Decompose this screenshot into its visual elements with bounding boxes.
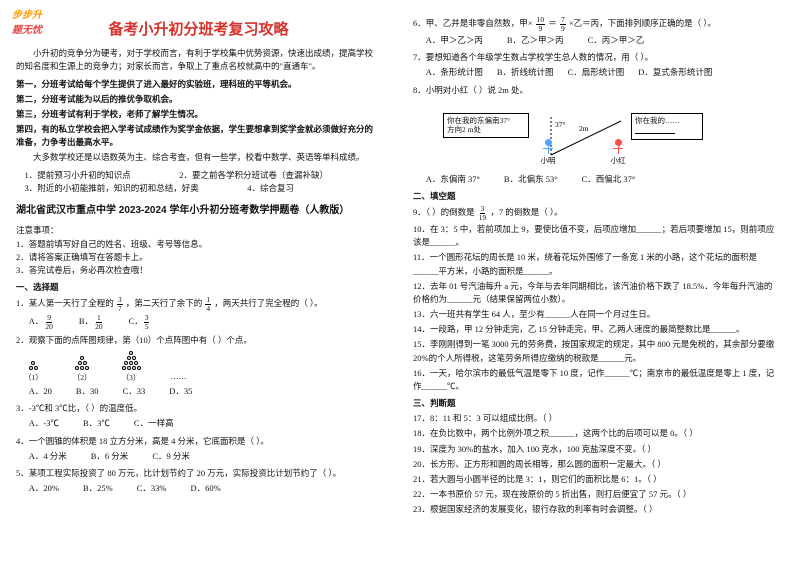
q8: 8．小明对小红（ ）说 2m 处。 bbox=[413, 84, 778, 97]
q9: 9．（ ）的倒数是 319 ，7 的倒数是（ ）。 bbox=[413, 205, 778, 221]
intro-b4: 第四，有的私立学校会把入学考试成绩作为奖学金依据，学生要想拿到奖学金就必须做好充… bbox=[16, 123, 381, 149]
q3-opts: A．-3℃B．3℃C．一样高 bbox=[29, 417, 381, 430]
q7: 7．要想知道各个年级学生数占学校学生总人数的情况，用（ ）。 bbox=[413, 51, 778, 64]
s1: 1．提前预习小升初的知识点 bbox=[16, 169, 131, 182]
notice-block: 注意事项： 1．答题前填写好自己的姓名、班级、考号等信息。 2．请将答案正确填写… bbox=[16, 224, 381, 277]
logo-line2: 题无忧 bbox=[12, 25, 42, 36]
speech-box-right: 你在我的…… bbox=[631, 113, 703, 141]
q22: 22．一本书原价 57 元，现在按原价的 5 折出售，则打后便宜了 57 元。（… bbox=[413, 488, 778, 501]
q2-opts: A．20B．30C．33D．35 bbox=[29, 385, 381, 398]
left-column: 备考小升初分班考复习攻略 小升初的竞争分为硬考，对于学校而言，有利于学校集中优势… bbox=[0, 0, 397, 562]
q2-figs: （1） （2） （3） …… bbox=[24, 351, 381, 384]
notice-2: 2．请将答案正确填写在答题卡上。 bbox=[16, 251, 381, 264]
q8-diagram: 你在我的东偏南37°方向2 m处 你在我的…… 37° 2m 小明 小红 bbox=[443, 101, 703, 169]
s4: 4．综合复习 bbox=[239, 182, 294, 195]
q2: 2．观察下面的点阵图规律，第（10）个点阵图中有（ ）个点。 bbox=[16, 334, 381, 347]
q5: 5．某项工程实际投资了 80 万元，比计划节约了 20 万元，实际投资比计划节约… bbox=[16, 467, 381, 480]
svg-text:2m: 2m bbox=[579, 124, 589, 133]
q18: 18．在负比数中，两个比例外项之积______，这两个比的后项可以是 0。（ ） bbox=[413, 427, 778, 440]
q13: 13．六一班共有学生 64 人，至少有______人在同一个月过生日。 bbox=[413, 308, 778, 321]
q23: 23．根据国家经济的发展变化，银行存款的利率有时会调整。（ ） bbox=[413, 503, 778, 516]
q4-opts: A．4 分米B．6 分米C．9 分米 bbox=[29, 450, 381, 463]
q6-opts: A．甲＞乙＞丙B．乙＞甲＞丙C．丙＞甲＞乙 bbox=[426, 34, 778, 47]
sub-lines: 1．提前预习小升初的知识点 2．要之前各学积分班试卷（查漏补缺） 3．附近的小初… bbox=[16, 169, 381, 195]
pyr1: （1） bbox=[24, 361, 43, 384]
q12: 12．去年 01 号汽油每升 a 元，今年与去年同期相比，该汽油价格下跌了 18… bbox=[413, 280, 778, 306]
q15: 15．李刚刚得到一笔 3000 元的劳务费，按国家规定的规定，其中 800 元是… bbox=[413, 338, 778, 364]
svg-text:37°: 37° bbox=[555, 120, 566, 129]
pyr3: （3） bbox=[122, 351, 141, 384]
frac: 37 bbox=[117, 296, 123, 312]
intro-p1: 小升初的竞争分为硬考，对于学校而言，有利于学校集中优势资源，快速出成绩，提高学校… bbox=[16, 47, 381, 73]
q7-opts: A．条形统计图B．折线统计图C．扇形统计图D．复式条形统计图 bbox=[426, 66, 778, 79]
q5-opts: A．20%B．25%C．33%D．60% bbox=[29, 482, 381, 495]
q19: 19．深度为 30%的盐水，加入 100 克水，100 克盐深度不变。（ ） bbox=[413, 443, 778, 456]
q10: 10．在 3：5 中，若前项加上 9，要使比值不变，后项应增加______；若后… bbox=[413, 223, 778, 249]
q3: 3．-3℃和 3℃比，（ ）的温度低。 bbox=[16, 402, 381, 415]
logo-line1: 步步升 bbox=[12, 10, 42, 21]
intro-b1: 第一，分班考试给每个学生提供了进入最好的实验班，理科班的平等机会。 bbox=[16, 78, 381, 91]
q11: 11．一个圆形花坛的周长是 10 米，绕着花坛外围修了一条宽 1 米的小路，这个… bbox=[413, 251, 778, 277]
page-root: 备考小升初分班考复习攻略 小升初的竞争分为硬考，对于学校而言，有利于学校集中优势… bbox=[0, 0, 794, 562]
q14: 14．一段路，甲 12 分钟走完，乙 15 分钟走完，甲、乙两人速度的最简整数比… bbox=[413, 323, 778, 336]
brand-logo: 步步升 题无忧 bbox=[12, 6, 42, 36]
q8-opts: A．东偏南 37°B．北偏东 53°C．西偏北 37° bbox=[426, 173, 778, 186]
s2: 2．要之前各学积分班试卷（查漏补缺） bbox=[171, 169, 328, 182]
q16: 16．一天，哈尔滨市的最低气温是零下 10 度，记作______℃；南京市的最低… bbox=[413, 367, 778, 393]
q1-opts: A．920 B．120 C．35 bbox=[29, 314, 381, 330]
section-judge: 三、判断题 bbox=[413, 397, 778, 410]
q17: 17．8：11 和 5：3 可以组成比例。（ ） bbox=[413, 412, 778, 425]
title-red: 备考小升初分班考复习攻略 bbox=[16, 18, 381, 41]
intro-b2: 第二，分班考试能为以后的推优争取机会。 bbox=[16, 93, 381, 106]
speech-box-left: 你在我的东偏南37°方向2 m处 bbox=[443, 113, 529, 139]
q20: 20．长方形、正方形和圆的周长相等，那么圆的面积一定最大。（ ） bbox=[413, 458, 778, 471]
q6: 6．甲、乙并是非零自然数，甲× 109 ＝ 79 ×乙＝丙，下面排列顺序正确的是… bbox=[413, 16, 778, 32]
s3: 3．附近的小初能推前，知识的初和总结，好奥 bbox=[16, 182, 199, 195]
section-fill: 二、填空题 bbox=[413, 190, 778, 203]
intro-b3: 第三，分班考试有利于学校，老师了解学生情况。 bbox=[16, 108, 381, 121]
notice-1: 1．答题前填写好自己的姓名、班级、考号等信息。 bbox=[16, 238, 381, 251]
person-ming: 小明 bbox=[539, 139, 557, 167]
notice-3: 3．答完试卷后，务必再次检查哦！ bbox=[16, 264, 381, 277]
q1: 1．某人第一天行了全程的 37 ，第二天行了余下的 14 ，两天共行了完全程的（… bbox=[16, 296, 381, 312]
intro-p2: 大多数学校还是以语数英为主、综合考查，但有一些学，校看中数学、英语等单科成绩。 bbox=[16, 151, 381, 164]
notice-h: 注意事项： bbox=[16, 224, 381, 237]
q21: 21．若大圆与小圆半径的比是 3：1，则它们的面积比是 6：1。（ ） bbox=[413, 473, 778, 486]
exam-title: 湖北省武汉市重点中学 2023-2024 学年小升初分班考数学押题卷（人教版） bbox=[16, 203, 381, 219]
pyr2: （2） bbox=[73, 356, 92, 384]
q4: 4．一个圆锥的体积是 18 立方分米，高是 4 分米，它底面积是（ ）。 bbox=[16, 435, 381, 448]
section-choice: 一、选择题 bbox=[16, 281, 381, 294]
person-hong: 小红 bbox=[609, 139, 627, 167]
right-column: 6．甲、乙并是非零自然数，甲× 109 ＝ 79 ×乙＝丙，下面排列顺序正确的是… bbox=[397, 0, 794, 562]
